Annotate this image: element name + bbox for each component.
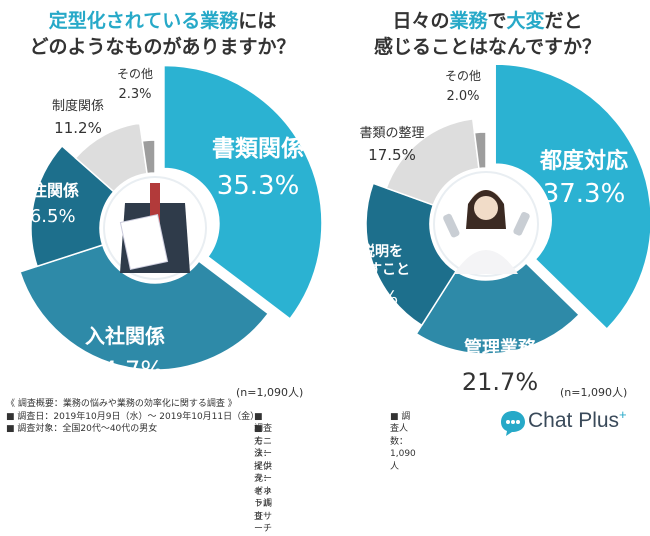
survey-title: 《 調査概要：業務の悩みや業務の効率化に関する調査 》 <box>6 399 237 409</box>
survey-dates: ■ 調査日：2019年10月9日（水）〜 2019年10月11日（金） <box>6 411 260 422</box>
slice-label-left-2: 発注関係 <box>14 181 79 200</box>
pie-slice-left-4 <box>141 139 156 175</box>
pie-slice-right-2 <box>365 182 458 327</box>
left-sample-size: (n=1,090人) <box>236 386 304 399</box>
right-title-pre: 日々の <box>392 10 450 32</box>
slice-label-right-4: その他 <box>445 69 481 83</box>
pie-slice-left-3 <box>74 122 148 193</box>
slice-label-left-4: その他 <box>117 67 153 81</box>
survey-provider: ■ モニター提供元：ゼネラルリサーチ <box>254 424 273 534</box>
left-title-highlight: 定型化されている業務 <box>48 10 239 32</box>
slice-value-left-2: 16.5% <box>18 206 75 227</box>
chat-bubble-icon <box>501 411 525 436</box>
pie-slice-left-1 <box>19 244 270 371</box>
slice-value-left-0: 35.3% <box>217 171 300 201</box>
pie-slice-right-1 <box>415 262 581 355</box>
slice-value-left-1: 34.7% <box>87 356 163 384</box>
slice-label-left-3: 制度関係 <box>52 98 104 114</box>
pie-charts: 書類関係 35.3% 入社関係 34.7% 発注関係 16.5% 制度関係 11.2% その他 2… <box>14 63 650 396</box>
slice-label-right-2-line0: 同じ説明を <box>333 243 403 260</box>
slice-value-right-2: 21.5% <box>338 287 398 309</box>
survey-count: ■ 調査人数：1,090人 <box>390 411 416 472</box>
left-center-photo <box>103 176 207 280</box>
slice-value-left-3: 11.2% <box>54 119 102 137</box>
logo-name: Chat Plus <box>528 409 620 432</box>
pie-slice-left-2 <box>30 144 115 268</box>
left-title-line2: どのようなものがありますか？ <box>29 36 296 58</box>
left-chart-title: 定型化されている業務には どのようなものがありますか？ <box>0 8 325 60</box>
left-title-rest: には <box>238 10 277 32</box>
right-title-post: だと <box>544 10 583 32</box>
chat-plus-logo: Chat Plus+ <box>498 402 648 442</box>
slice-value-right-0: 37.3% <box>543 179 626 209</box>
right-title-mid: で <box>487 10 507 32</box>
right-title-line2: 感じることはなんですか？ <box>373 36 602 58</box>
slice-value-left-4: 2.3% <box>118 87 151 102</box>
logo-plus: + <box>619 407 627 422</box>
survey-target: ■ 調査対象：全国20代〜40代の男女 <box>6 424 158 434</box>
right-title-highlight-1: 業務 <box>449 10 488 32</box>
pie-slice-right-0 <box>494 63 650 331</box>
pie-slice-right-3 <box>385 117 480 206</box>
slice-label-right-1: 管理業務 <box>464 337 537 359</box>
slice-value-right-4: 2.0% <box>446 89 479 104</box>
slice-label-right-2-line1: くり返すこと <box>326 261 410 278</box>
pie-slice-left-0 <box>163 64 323 320</box>
survey-footer: 《 調査概要：業務の悩みや業務の効率化に関する調査 》 ■ 調査日：2019年1… <box>6 398 416 534</box>
right-center-photo <box>433 171 539 277</box>
right-sample-size: (n=1,090人) <box>560 386 628 399</box>
right-title-highlight-2: 大変 <box>506 10 545 32</box>
slice-value-right-1: 21.7% <box>462 368 538 396</box>
pie-slice-right-4 <box>473 131 487 170</box>
slice-label-left-1: 入社関係 <box>85 324 165 348</box>
right-chart-title: 日々の業務で大変だと 感じることはなんですか？ <box>325 8 650 60</box>
slice-label-right-0: 都度対応 <box>539 148 628 174</box>
slice-value-right-3: 17.5% <box>368 146 416 164</box>
slice-label-left-0: 書類関係 <box>212 135 304 162</box>
slice-label-right-3: 書類の整理 <box>359 126 424 141</box>
